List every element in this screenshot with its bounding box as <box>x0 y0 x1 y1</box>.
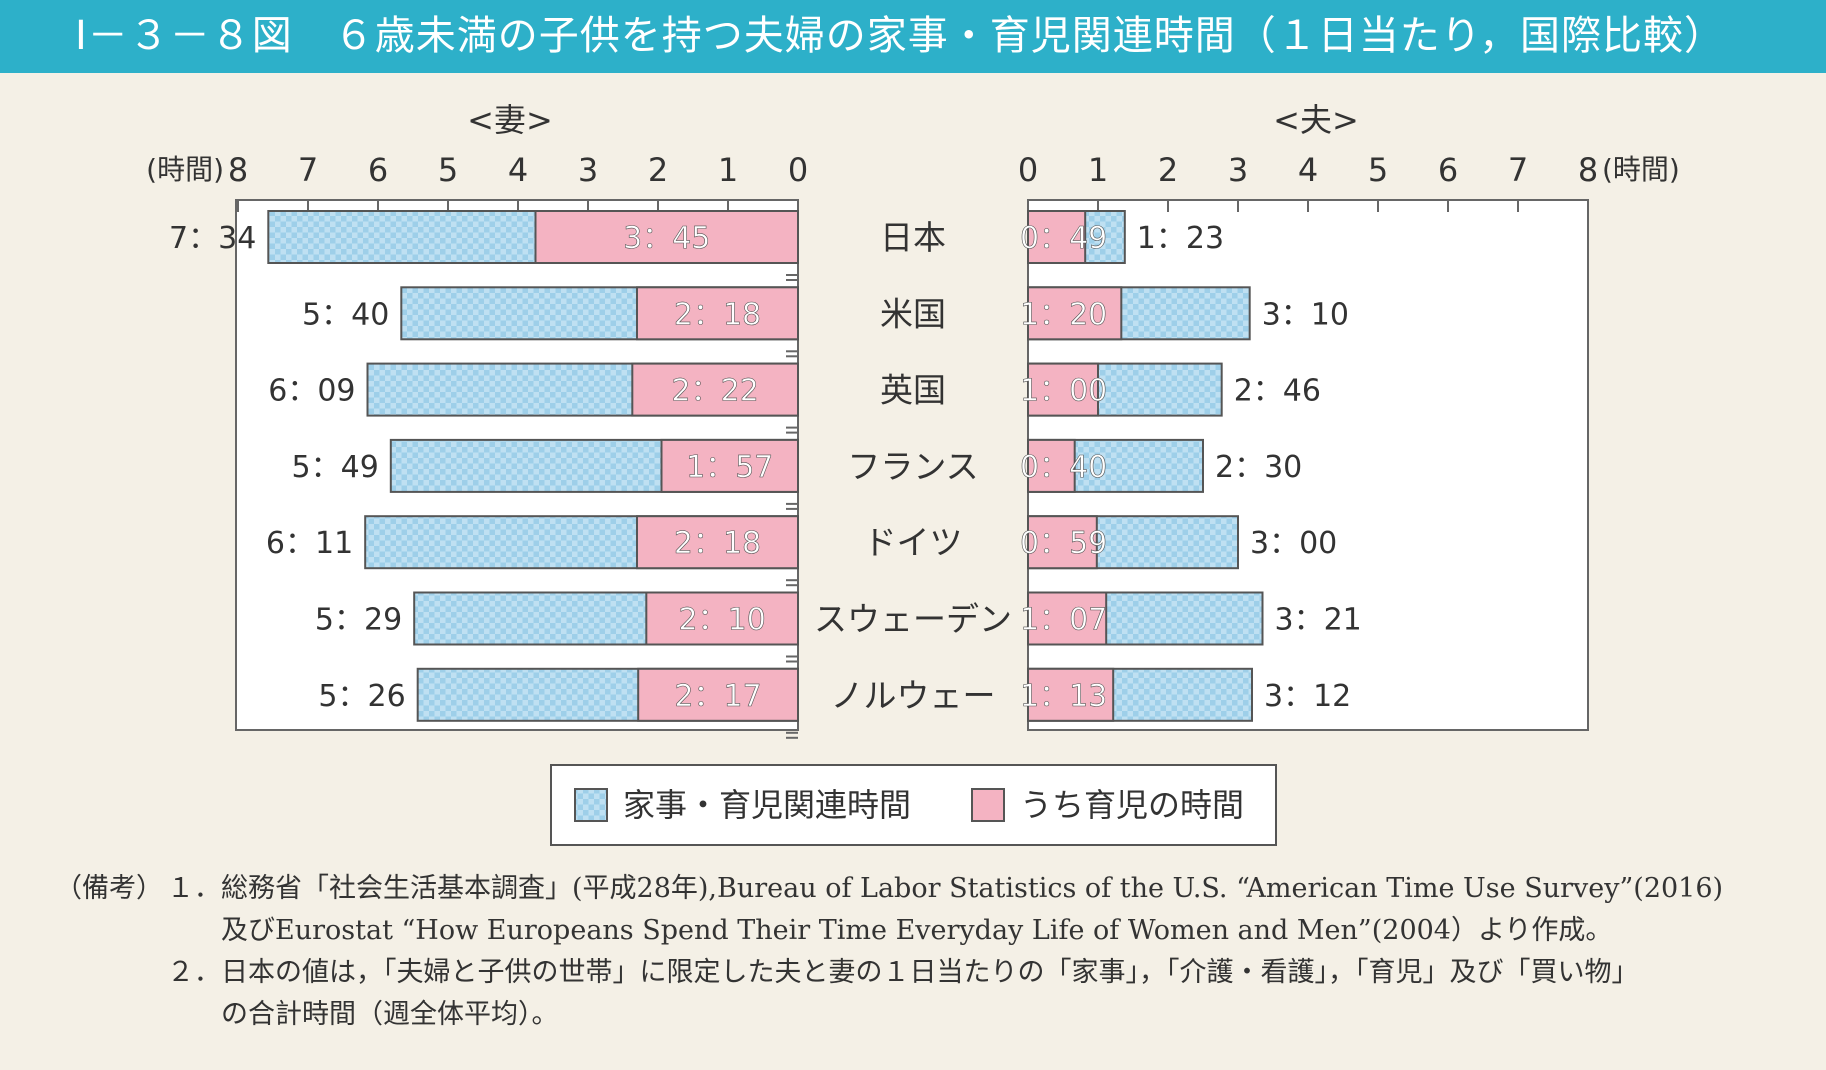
data-label-total: 3：10 <box>1262 297 1349 332</box>
data-label-total: 2：46 <box>1234 374 1321 409</box>
data-label-total: 5：40 <box>302 297 389 332</box>
panel-title: <夫> <box>1273 101 1359 139</box>
data-label-childcare: 3：45 <box>623 221 710 256</box>
data-label-total: 7：34 <box>169 221 256 256</box>
data-label-total: 5：26 <box>318 679 405 714</box>
tick-label: 2 <box>648 151 668 189</box>
bar-childcare <box>636 286 799 341</box>
data-label-childcare: 0：59 <box>1020 526 1107 561</box>
bar-childcare <box>534 210 799 264</box>
tick-label: 3 <box>1228 151 1248 189</box>
data-label-childcare: 1：57 <box>686 450 773 485</box>
bar-childcare <box>1027 210 1087 264</box>
data-label-childcare: 1：00 <box>1020 374 1107 409</box>
legend-box <box>550 764 1277 846</box>
data-label-total: 3：12 <box>1264 679 1351 714</box>
bar-childcare <box>645 591 799 646</box>
data-label-total: 6：09 <box>268 374 355 409</box>
tick-label: 0 <box>788 151 808 189</box>
note-row-3: ２． 日本の値は，「夫婦と子供の世帯」に限定した夫と妻の１日当たりの「家事」，「… <box>55 952 1795 994</box>
category-label: 英国 <box>880 371 946 410</box>
bar-childcare <box>1027 438 1076 493</box>
tick-label: 5 <box>1368 151 1388 189</box>
chart-title-bar: Ⅰ－３－８図 ６歳未満の子供を持つ夫婦の家事・育児関連時間（１日当たり，国際比較… <box>0 0 1826 73</box>
data-label-childcare: 0：49 <box>1020 221 1107 256</box>
note-row-2: 及びEurostat “How Europeans Spend Their Ti… <box>55 910 1795 952</box>
data-label-childcare: 2：18 <box>674 526 761 561</box>
data-label-total: 2：30 <box>1215 450 1302 485</box>
data-label-childcare: 1：13 <box>1020 679 1107 714</box>
note-text: 日本の値は，「夫婦と子供の世帯」に限定した夫と妻の１日当たりの「家事」，「介護・… <box>221 957 1639 988</box>
tick-label: 7 <box>298 151 318 189</box>
tick-label: 8 <box>228 151 248 189</box>
bar-childcare <box>1027 515 1098 570</box>
tick-label: 5 <box>438 151 458 189</box>
data-label-total: 3：21 <box>1275 603 1362 638</box>
tick-label: 6 <box>368 151 388 189</box>
tick-label: 4 <box>1298 151 1318 189</box>
notes-heading: （備考） <box>55 873 163 904</box>
tick-label: 3 <box>578 151 598 189</box>
bar-childcare <box>660 438 799 493</box>
legend-label-total: 家事・育児関連時間 <box>623 786 911 824</box>
bar-childcare <box>1027 286 1123 341</box>
note-number: ２． <box>167 957 221 988</box>
note-number: １． <box>167 873 221 904</box>
tick-label: 6 <box>1438 151 1458 189</box>
data-label-childcare: 2：22 <box>672 374 759 409</box>
data-label-childcare: 0：40 <box>1020 450 1107 485</box>
category-label: 日本 <box>880 218 946 257</box>
category-label: フランス <box>847 447 978 486</box>
data-label-total: 5：49 <box>292 450 379 485</box>
note-text: 及びEurostat “How Europeans Spend Their Ti… <box>221 915 1613 946</box>
tick-label: 1 <box>718 151 738 189</box>
bar-childcare <box>1027 667 1115 722</box>
note-text: 総務省「社会生活基本調査」(平成28年),Bureau of Labor Sta… <box>221 873 1724 904</box>
data-label-childcare: 2：18 <box>674 297 761 332</box>
axis-unit-label: (時間) <box>1602 153 1680 186</box>
tick-label: 1 <box>1088 151 1108 189</box>
tick-label: 7 <box>1508 151 1528 189</box>
data-label-childcare: 2：17 <box>674 679 761 714</box>
category-label: ノルウェー <box>831 676 996 715</box>
data-label-childcare: 1：07 <box>1020 603 1107 638</box>
tick-label: 0 <box>1018 151 1038 189</box>
legend-swatch-total <box>574 788 608 822</box>
bar-childcare <box>1027 591 1108 646</box>
data-label-childcare: 2：10 <box>679 603 766 638</box>
bar-childcare <box>637 667 799 722</box>
note-text: の合計時間（週全体平均）。 <box>221 999 559 1030</box>
note-row-4: の合計時間（週全体平均）。 <box>55 994 1795 1036</box>
category-label: スウェーデン <box>814 600 1012 639</box>
axis-unit-label: (時間) <box>146 153 224 186</box>
data-label-total: 5：29 <box>315 603 402 638</box>
notes: （備考） １． 総務省「社会生活基本調査」(平成28年),Bureau of L… <box>55 868 1795 1036</box>
bar-childcare <box>631 362 799 417</box>
data-label-total: 3：00 <box>1250 526 1337 561</box>
legend-swatch-childcare <box>971 788 1005 822</box>
chart-title: Ⅰ－３－８図 ６歳未満の子供を持つ夫婦の家事・育児関連時間（１日当たり，国際比較… <box>75 13 1725 59</box>
data-label-total: 6：11 <box>266 526 353 561</box>
note-row-1: （備考） １． 総務省「社会生活基本調査」(平成28年),Bureau of L… <box>55 868 1795 910</box>
data-label-childcare: 1：20 <box>1020 297 1107 332</box>
legend-label-childcare: うち育児の時間 <box>1020 786 1244 824</box>
tick-label: 2 <box>1158 151 1178 189</box>
tick-label: 8 <box>1578 151 1598 189</box>
tick-label: 4 <box>508 151 528 189</box>
panel-title: <妻> <box>467 101 553 139</box>
bar-childcare <box>636 515 799 570</box>
data-label-total: 1：23 <box>1137 221 1224 256</box>
bar-childcare <box>1027 362 1099 417</box>
category-label: 米国 <box>880 294 946 333</box>
category-label: ドイツ <box>864 523 963 562</box>
